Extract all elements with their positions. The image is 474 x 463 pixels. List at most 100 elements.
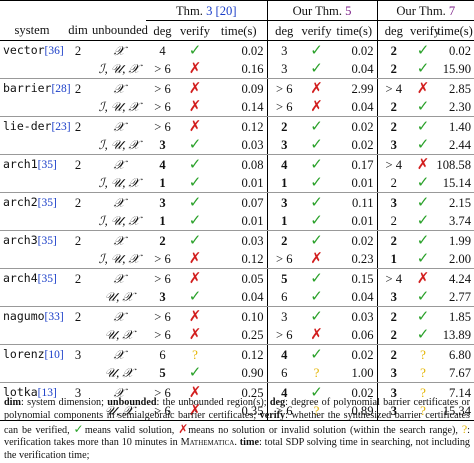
deg-cell: 3: [376, 382, 411, 402]
time-cell: 0.25: [241, 385, 264, 400]
system-name: arch4: [3, 271, 38, 285]
note-timeout-text: : verification takes more than 10 minute…: [4, 424, 470, 449]
dim-cell: [64, 136, 92, 155]
table-row: arch3[35] 2 𝒳 2 ✓ 0.03 2 ✓ 0.02 2 ✓ 1.99: [0, 230, 474, 250]
unbounded-cell: ℐ, 𝒰, 𝒳: [92, 212, 146, 231]
dim-cell: 2: [74, 195, 82, 210]
table-row: lotka[13] 3 𝒳 > 6 ✗ 0.25 4 ✓ 0.02 3? 7.14: [0, 382, 474, 403]
table-row: 𝒰, 𝒳 > 6 ✗ 0.25 > 6 ✗ 0.06 2 ✓ 13.89: [0, 326, 474, 345]
dim-cell: 3: [74, 385, 82, 400]
table-row: arch2[35] 2 𝒳 3 ✓ 0.07 3 ✓ 0.11 3 ✓ 2.15: [0, 192, 474, 212]
system-ref-link[interactable]: [35]: [37, 235, 57, 247]
check-icon: ✓: [416, 251, 430, 267]
dim-cell: 2: [74, 43, 82, 58]
check-icon: ✓: [416, 61, 430, 77]
check-icon: ✓: [416, 213, 430, 229]
col-time-a: time(s): [211, 20, 267, 41]
cross-icon: ✗: [310, 99, 323, 115]
verify-cell: ✗: [179, 269, 211, 289]
time-cell: 2.30: [436, 98, 474, 117]
time-cell: 0.02: [332, 136, 378, 155]
system-name: lie-der: [3, 119, 52, 133]
system-ref-link[interactable]: [33]: [44, 311, 64, 323]
deg-cell: 4: [159, 157, 166, 172]
deg-cell: > 4: [376, 268, 411, 288]
system-cell: lotka[13]: [0, 383, 64, 403]
verify-cell: ?: [410, 383, 436, 403]
dim-cell: 2: [74, 309, 82, 324]
time-cell: 15.14: [436, 174, 474, 193]
col-deg-a: deg: [146, 20, 179, 41]
system-name: vector: [3, 43, 45, 57]
our-thm7-header: Our Thm. 7: [376, 0, 474, 21]
check-icon: ✓: [188, 137, 202, 153]
verify-cell: ?: [301, 402, 332, 421]
table-row: vector[36] 2 𝒳 4 ✓ 0.02 3 ✓ 0.02 2 ✓ 0.02: [0, 40, 474, 61]
dim-cell: [64, 212, 92, 231]
time-cell: 0.25: [211, 326, 267, 345]
header-column-row: system dim unbounded deg verify time(s) …: [0, 20, 474, 41]
check-icon: ✓: [416, 99, 430, 115]
dim-cell: [64, 364, 92, 383]
verify-cell: ✓: [301, 383, 332, 403]
deg-cell: > 6: [154, 81, 171, 96]
unbounded-cell: ℐ, 𝒰, 𝒳: [92, 174, 146, 193]
system-ref-link[interactable]: [13]: [37, 387, 57, 399]
time-cell: 0.35: [211, 402, 267, 421]
table-row: lorenz[10] 3 𝒳 6? 0.12 4 ✓ 0.02 2? 6.80: [0, 344, 474, 364]
table-row: arch1[35] 2 𝒳 4 ✓ 0.08 4 ✓ 0.17 > 4 ✗ 108.58: [0, 154, 474, 174]
thm3-num: 3: [206, 3, 213, 18]
unbounded-cell: ℐ, 𝒰, 𝒳: [92, 98, 146, 117]
verify-cell: ✓: [301, 288, 332, 307]
system-ref-link[interactable]: [10]: [44, 349, 64, 361]
verify-cell: ✓: [179, 288, 211, 307]
note-dim-text: : system dimension;: [20, 397, 108, 408]
time-cell: 0.03: [351, 309, 374, 324]
system-cell: vector[36]: [0, 41, 64, 61]
table-row: 𝒰, 𝒳 > 6 ✗ 0.35 > 6? 0.89 3? 15.34: [0, 402, 474, 421]
unbounded-cell: 𝒳: [113, 157, 125, 172]
system-ref-link[interactable]: [28]: [51, 83, 71, 95]
note-period: .: [234, 437, 237, 449]
verify-cell: ✓: [301, 174, 332, 193]
check-icon: ✓: [416, 289, 430, 305]
verify-cell: ✗: [410, 269, 436, 289]
unbounded-cell: ℐ, 𝒰, 𝒳: [92, 136, 146, 155]
header-group-row: Thm. 3 [20] Our Thm. 5 Our Thm. 7: [0, 0, 474, 21]
system-ref-link[interactable]: [35]: [37, 159, 57, 171]
check-icon: ✓: [416, 232, 430, 249]
check-icon: ✓: [310, 232, 323, 249]
deg-cell: 2: [376, 98, 411, 117]
system-ref-link[interactable]: [35]: [37, 273, 57, 285]
deg-cell: 2: [376, 230, 411, 250]
time-cell: 0.05: [241, 271, 264, 286]
verify-cell: ✓: [410, 98, 437, 117]
deg-cell: 2: [376, 60, 411, 79]
system-ref-link[interactable]: [23]: [51, 121, 71, 133]
cross-icon: ✗: [310, 251, 323, 267]
note-deg-label: deg: [269, 397, 286, 408]
table-row: ℐ, 𝒰, 𝒳 3 ✓ 0.03 3 ✓ 0.02 3 ✓ 2.44: [0, 136, 474, 155]
time-cell: 0.11: [351, 195, 374, 210]
time-cell: 0.04: [332, 98, 378, 117]
system-ref-link[interactable]: [35]: [37, 197, 57, 209]
verify-cell: ✓: [410, 174, 437, 193]
verify-cell: ✓: [301, 117, 332, 137]
question-icon: ?: [420, 346, 426, 362]
check-icon: ✓: [310, 346, 323, 363]
unbounded-cell: 𝒳: [113, 195, 125, 210]
deg-cell: 2: [266, 116, 301, 136]
col-time-c: time(s): [436, 20, 474, 41]
system-ref-link[interactable]: [36]: [44, 45, 64, 57]
time-cell: 0.02: [351, 347, 374, 362]
dim-cell: [64, 288, 92, 307]
time-cell: 0.04: [211, 288, 267, 307]
unbounded-cell: 𝒳: [113, 43, 125, 58]
check-icon: ✓: [188, 289, 202, 305]
verify-cell: ✓: [301, 136, 332, 155]
deg-cell: 3: [266, 60, 301, 79]
system-name: arch1: [3, 157, 38, 171]
deg-cell: > 6: [266, 326, 301, 345]
time-cell: 2.00: [436, 250, 474, 269]
time-cell: 0.01: [211, 212, 267, 231]
